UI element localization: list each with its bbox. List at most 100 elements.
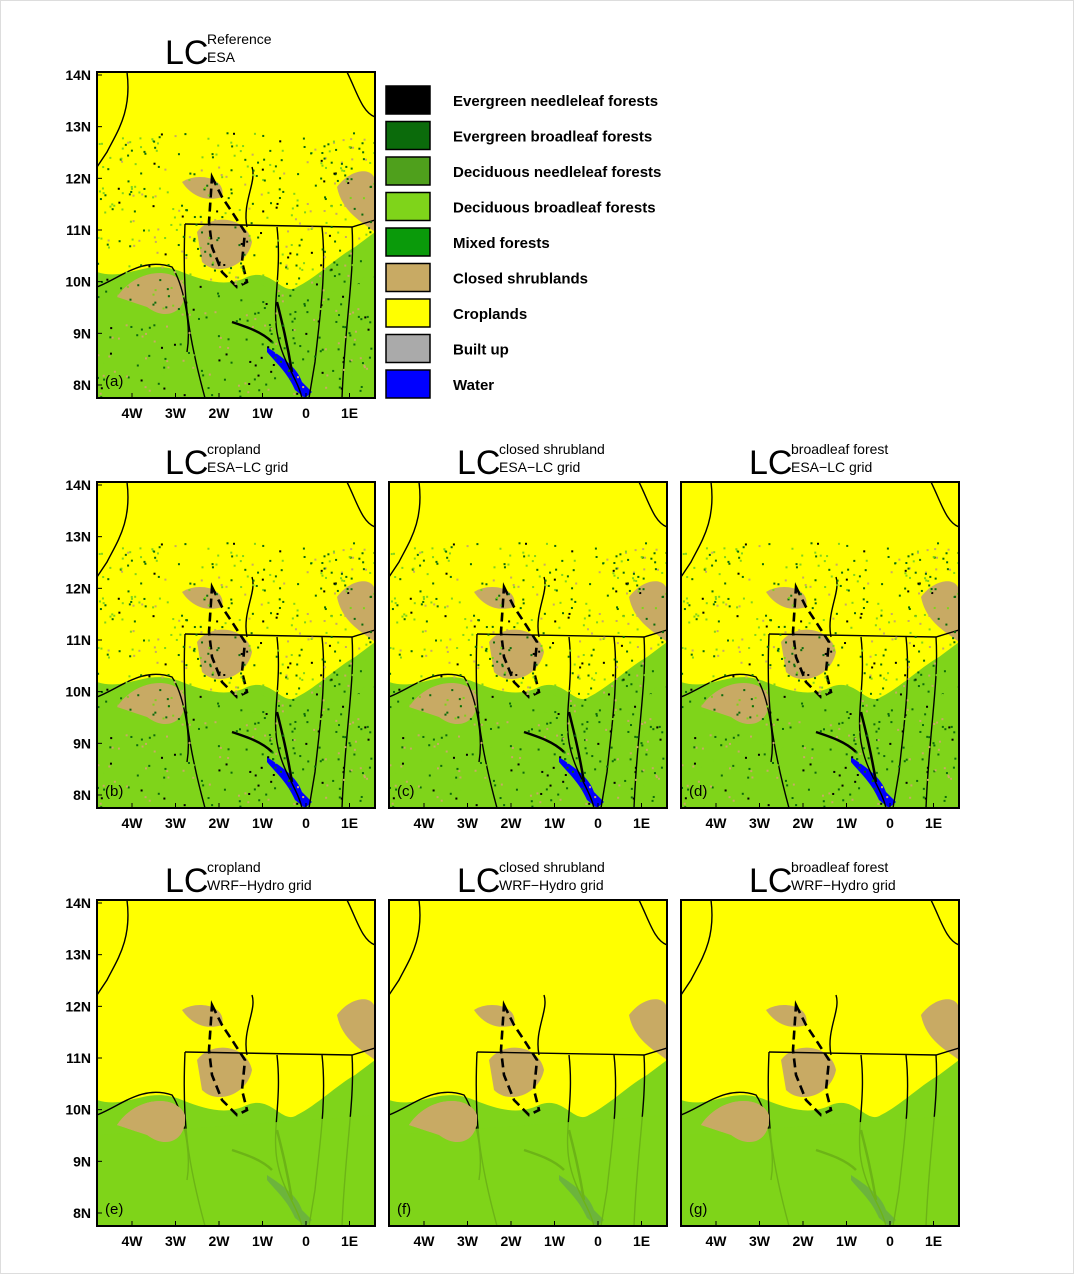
lon-label: 0 [886,815,894,831]
legend-swatch [386,157,430,185]
panel-title: LC [165,862,208,900]
legend-swatch [386,264,430,292]
lat-label: 14N [65,67,91,83]
map [97,900,375,1226]
panel-title-sup: broadleaf forest [791,441,888,457]
lon-label: 1E [925,1233,942,1249]
panel-title-sub: ESA−LC grid [791,459,872,475]
lon-label: 1W [252,1233,274,1249]
panel-title-sup: broadleaf forest [791,859,888,875]
lon-label: 3W [165,405,187,421]
lat-label: 9N [73,325,91,341]
lon-label: 1E [925,815,942,831]
panel-tag: (c) [397,783,415,800]
lon-label: 0 [302,405,310,421]
legend-swatch [386,122,430,150]
map [389,900,667,1226]
lon-label: 2W [209,405,231,421]
lat-label: 10N [65,684,91,700]
panel-title-sup: closed shrubland [499,441,605,457]
lat-label: 12N [65,170,91,186]
lon-label: 1W [544,815,566,831]
legend-swatch [386,299,430,327]
lon-label: 4W [122,405,144,421]
lon-label: 2W [501,1233,523,1249]
map [681,482,960,809]
legend-swatch [386,370,430,398]
panel-title: LC [165,34,208,72]
legend-label: Evergreen needleleaf forests [453,93,658,110]
panel-title: LC [457,862,500,900]
lat-label: 12N [65,998,91,1014]
panel-title-sup: Reference [207,31,272,47]
lon-label: 2W [793,1233,815,1249]
legend-label: Deciduous broadleaf forests [453,200,656,217]
lon-label: 4W [414,815,436,831]
lon-label: 2W [209,1233,231,1249]
legend-label: Closed shrublands [453,271,588,288]
lon-label: 0 [886,1233,894,1249]
legend-swatch [386,228,430,256]
lon-label: 1W [252,815,274,831]
lon-label: 2W [501,815,523,831]
lon-label: 0 [594,1233,602,1249]
panel-title: LC [749,444,792,482]
figure: (a)LCReferenceESA14N13N12N11N10N9N8N4W3W… [0,0,1075,1275]
lat-label: 12N [65,580,91,596]
lat-label: 8N [73,1205,91,1221]
lon-label: 3W [165,1233,187,1249]
lon-label: 3W [457,1233,479,1249]
lon-label: 2W [209,815,231,831]
lon-label: 1E [633,1233,650,1249]
panel-title-sub: ESA−LC grid [207,459,288,475]
lon-label: 0 [302,815,310,831]
panel-tag: (b) [105,783,123,800]
panel-tag: (a) [105,373,123,390]
lat-label: 11N [66,222,91,238]
lon-label: 0 [594,815,602,831]
lon-label: 4W [706,1233,728,1249]
lon-label: 1W [252,405,274,421]
lat-label: 13N [65,947,91,963]
lon-label: 3W [165,815,187,831]
map [389,482,668,809]
lat-label: 13N [65,119,91,135]
legend-swatch [386,193,430,221]
lat-label: 14N [65,477,91,493]
panel-title: LC [165,444,208,482]
legend-label: Croplands [453,306,527,323]
legend-swatch [386,86,430,114]
lon-label: 4W [706,815,728,831]
lon-label: 1E [633,815,650,831]
panel-title-sub: ESA [207,49,236,65]
lat-label: 11N [66,632,91,648]
lon-label: 3W [457,815,479,831]
lat-label: 9N [73,1153,91,1169]
panel-title-sub: WRF−Hydro grid [791,877,896,893]
panel-title-sup: cropland [207,859,261,875]
lon-label: 0 [302,1233,310,1249]
legend-label: Built up [453,342,509,359]
lat-label: 10N [65,1102,91,1118]
lon-label: 4W [122,1233,144,1249]
panel-title-sub: WRF−Hydro grid [499,877,604,893]
legend-label: Mixed forests [453,235,550,252]
lat-label: 8N [73,787,91,803]
map [681,900,959,1226]
lon-label: 3W [749,1233,771,1249]
lon-label: 1W [544,1233,566,1249]
lon-label: 4W [122,815,144,831]
map [97,72,376,399]
legend-label: Evergreen broadleaf forests [453,129,652,146]
lon-label: 3W [749,815,771,831]
map [97,482,376,809]
panel-title-sub: WRF−Hydro grid [207,877,312,893]
lon-label: 1W [836,815,858,831]
panel-tag: (e) [105,1201,123,1218]
legend-label: Deciduous needleleaf forests [453,164,661,181]
lon-label: 4W [414,1233,436,1249]
lon-label: 1E [341,405,358,421]
lon-label: 2W [793,815,815,831]
lon-label: 1W [836,1233,858,1249]
panel-tag: (f) [397,1201,411,1218]
